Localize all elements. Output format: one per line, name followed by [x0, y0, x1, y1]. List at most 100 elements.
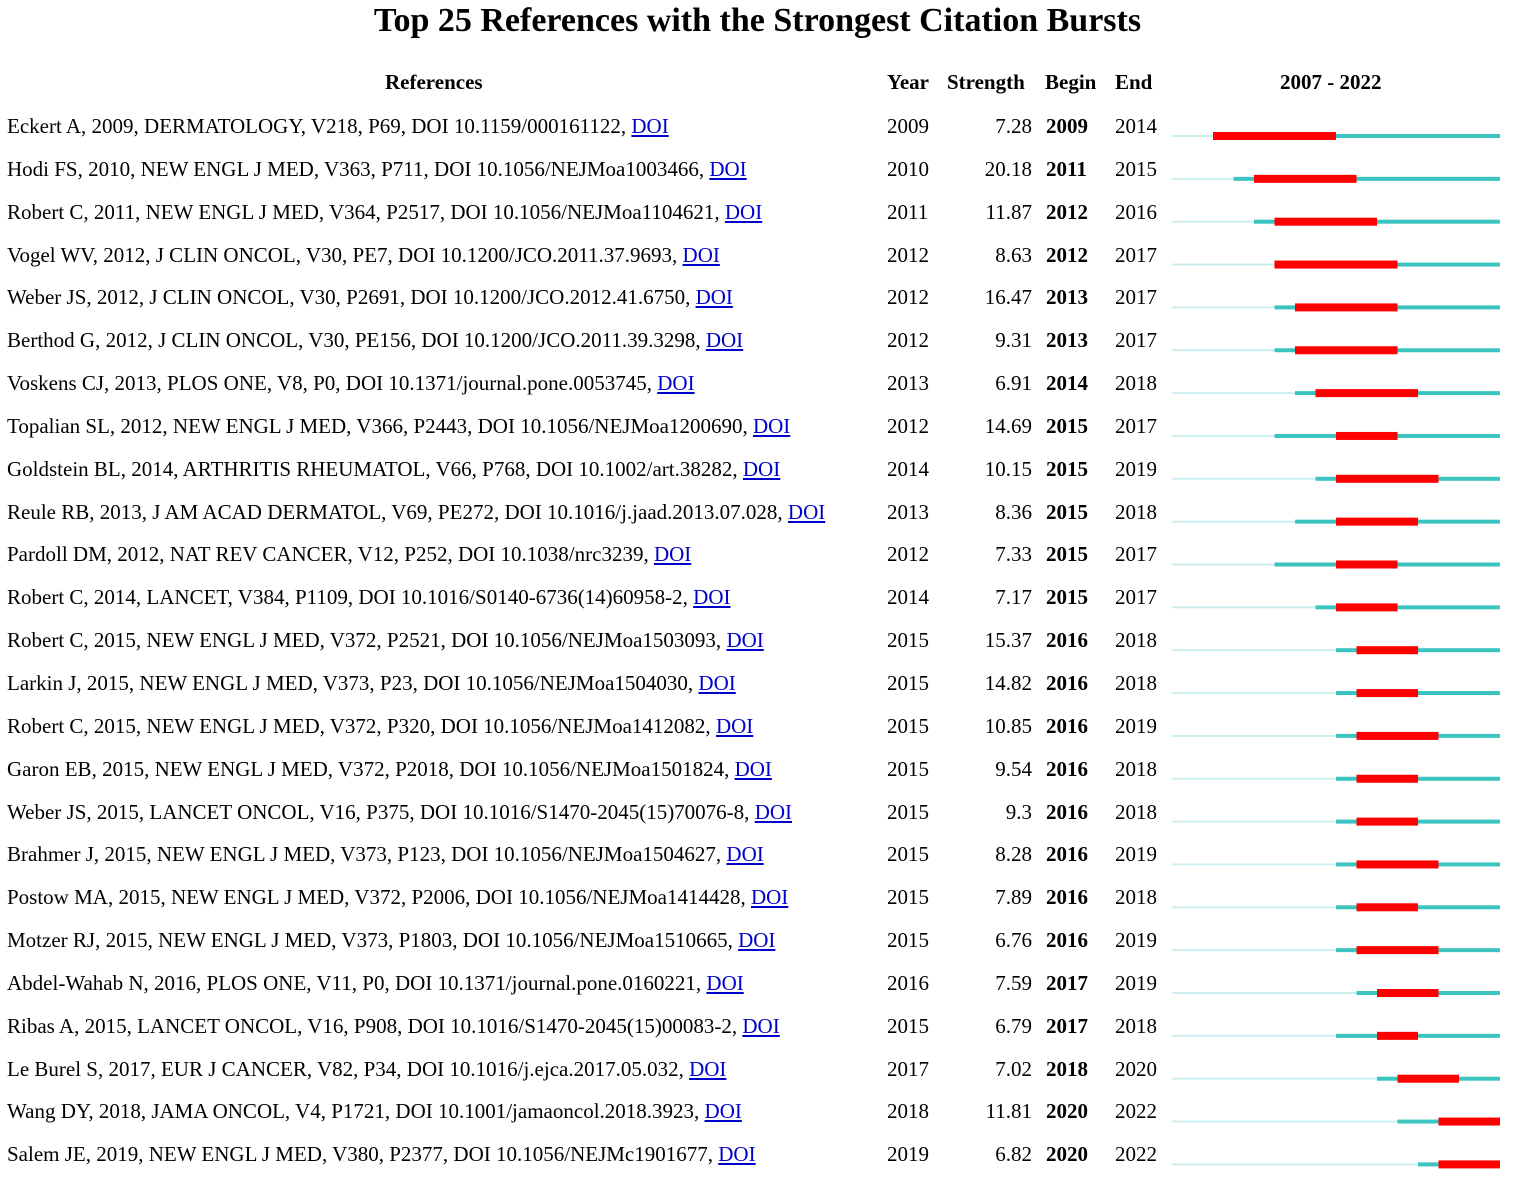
doi-link[interactable]: DOI	[738, 928, 776, 953]
end-cell: 2015	[1115, 156, 1157, 181]
doi-link[interactable]: DOI	[787, 499, 826, 524]
table-row: Wang DY, 2018, JAMA ONCOL, V4, P1721, DO…	[0, 1091, 1515, 1134]
doi-link[interactable]: DOI	[726, 628, 764, 653]
reference-text: Robert C, 2014, LANCET, V384, P1109, DOI…	[7, 585, 731, 610]
strength-cell: 11.81	[985, 1099, 1032, 1124]
reference-citation: Robert C, 2014, LANCET, V384, P1109, DOI…	[7, 585, 694, 610]
reference-text: Motzer RJ, 2015, NEW ENGL J MED, V373, P…	[7, 928, 775, 953]
reference-citation: Hodi FS, 2010, NEW ENGL J MED, V363, P71…	[7, 156, 710, 181]
end-cell: 2018	[1115, 670, 1157, 695]
reference-citation: Ribas A, 2015, LANCET ONCOL, V16, P908, …	[7, 1013, 743, 1038]
doi-link[interactable]: DOI	[705, 328, 744, 353]
header-range: 2007 - 2022	[1280, 70, 1382, 94]
end-cell: 2017	[1115, 585, 1157, 610]
reference-text: Weber JS, 2012, J CLIN ONCOL, V30, P2691…	[7, 285, 733, 310]
strength-cell: 7.59	[995, 970, 1032, 995]
doi-link[interactable]: DOI	[718, 1142, 756, 1167]
strength-cell: 7.89	[995, 885, 1032, 910]
strength-cell: 20.18	[984, 156, 1032, 181]
end-cell: 2018	[1115, 628, 1157, 653]
doi-link[interactable]: DOI	[724, 199, 763, 224]
doi-link[interactable]: DOI	[734, 756, 772, 781]
year-cell: 2012	[887, 285, 929, 310]
strength-cell: 9.31	[995, 328, 1032, 353]
year-cell: 2015	[887, 799, 929, 824]
end-cell: 2018	[1115, 799, 1157, 824]
begin-cell: 2015	[1046, 585, 1088, 610]
begin-cell: 2016	[1046, 842, 1088, 867]
reference-text: Garon EB, 2015, NEW ENGL J MED, V372, P2…	[7, 757, 772, 782]
doi-link[interactable]: DOI	[653, 542, 692, 567]
strength-cell: 8.63	[995, 242, 1032, 267]
doi-link[interactable]: DOI	[682, 242, 720, 267]
year-cell: 2013	[887, 499, 929, 524]
reference-citation: Robert C, 2011, NEW ENGL J MED, V364, P2…	[7, 199, 725, 224]
begin-cell: 2016	[1046, 799, 1088, 824]
reference-citation: Topalian SL, 2012, NEW ENGL J MED, V366,…	[7, 413, 753, 438]
end-cell: 2017	[1115, 285, 1157, 310]
begin-cell: 2016	[1046, 928, 1088, 953]
doi-link[interactable]: DOI	[706, 970, 744, 995]
header-strength: Strength	[947, 70, 1025, 94]
table-row: Motzer RJ, 2015, NEW ENGL J MED, V373, P…	[0, 920, 1515, 963]
reference-citation: Goldstein BL, 2014, ARTHRITIS RHEUMATOL,…	[7, 456, 743, 481]
chart-title: Top 25 References with the Strongest Cit…	[373, 2, 1142, 39]
reference-citation: Voskens CJ, 2013, PLOS ONE, V8, P0, DOI …	[7, 371, 658, 396]
doi-link[interactable]: DOI	[657, 371, 695, 396]
end-cell: 2022	[1115, 1099, 1157, 1124]
end-cell: 2016	[1115, 199, 1157, 224]
doi-link[interactable]: DOI	[693, 585, 731, 610]
reference-text: Voskens CJ, 2013, PLOS ONE, V8, P0, DOI …	[7, 371, 695, 396]
reference-text: Postow MA, 2015, NEW ENGL J MED, V372, P…	[7, 885, 788, 910]
doi-link[interactable]: DOI	[709, 156, 747, 181]
doi-link[interactable]: DOI	[726, 842, 764, 867]
doi-link[interactable]: DOI	[750, 885, 789, 910]
end-cell: 2018	[1115, 756, 1157, 781]
reference-citation: Pardoll DM, 2012, NAT REV CANCER, V12, P…	[7, 542, 654, 567]
end-cell: 2017	[1115, 242, 1157, 267]
year-cell: 2015	[887, 842, 929, 867]
begin-cell: 2015	[1046, 456, 1088, 481]
table-row: Larkin J, 2015, NEW ENGL J MED, V373, P2…	[0, 663, 1515, 706]
begin-cell: 2016	[1046, 628, 1088, 653]
begin-cell: 2015	[1046, 413, 1088, 438]
year-cell: 2012	[887, 328, 929, 353]
end-cell: 2014	[1115, 114, 1157, 138]
strength-cell: 14.69	[984, 413, 1032, 438]
reference-citation: Reule RB, 2013, J AM ACAD DERMATOL, V69,…	[7, 499, 788, 524]
end-cell: 2017	[1115, 542, 1157, 567]
reference-citation: Abdel-Wahab N, 2016, PLOS ONE, V11, P0, …	[7, 970, 707, 995]
begin-cell: 2020	[1046, 1142, 1088, 1167]
begin-cell: 2015	[1046, 542, 1088, 567]
end-cell: 2019	[1115, 713, 1157, 738]
doi-link[interactable]: DOI	[689, 1056, 727, 1081]
strength-cell: 6.82	[995, 1142, 1032, 1167]
doi-link[interactable]: DOI	[715, 713, 754, 738]
strength-cell: 7.33	[995, 542, 1032, 567]
doi-link[interactable]: DOI	[752, 413, 791, 438]
doi-link[interactable]: DOI	[742, 1013, 780, 1038]
reference-citation: Salem JE, 2019, NEW ENGL J MED, V380, P2…	[7, 1142, 719, 1167]
year-cell: 2015	[887, 628, 929, 653]
year-cell: 2012	[887, 413, 929, 438]
reference-text: Reule RB, 2013, J AM ACAD DERMATOL, V69,…	[7, 500, 825, 525]
end-cell: 2018	[1115, 499, 1157, 524]
doi-link[interactable]: DOI	[704, 1099, 742, 1124]
reference-text: Ribas A, 2015, LANCET ONCOL, V16, P908, …	[7, 1014, 780, 1039]
doi-link[interactable]: DOI	[698, 670, 736, 695]
begin-cell: 2018	[1046, 1056, 1088, 1081]
strength-cell: 7.17	[995, 585, 1032, 610]
end-cell: 2018	[1115, 885, 1157, 910]
reference-text: Larkin J, 2015, NEW ENGL J MED, V373, P2…	[7, 671, 736, 696]
strength-cell: 6.91	[995, 371, 1032, 396]
doi-link[interactable]: DOI	[631, 114, 669, 138]
strength-cell: 10.85	[984, 713, 1032, 738]
doi-link[interactable]: DOI	[742, 456, 781, 481]
begin-cell: 2017	[1046, 970, 1088, 995]
reference-citation: Postow MA, 2015, NEW ENGL J MED, V372, P…	[7, 885, 751, 910]
begin-cell: 2016	[1046, 885, 1088, 910]
doi-link[interactable]: DOI	[754, 799, 793, 824]
table-row: Le Burel S, 2017, EUR J CANCER, V82, P34…	[0, 1049, 1515, 1092]
doi-link[interactable]: DOI	[695, 285, 733, 310]
year-cell: 2017	[887, 1056, 929, 1081]
